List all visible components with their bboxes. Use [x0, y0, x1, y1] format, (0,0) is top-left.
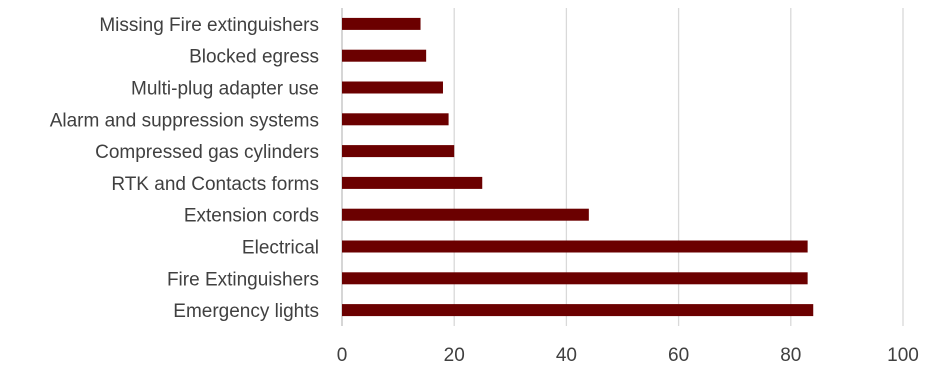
- bar: [342, 145, 455, 158]
- category-label: Fire Extinguishers: [167, 269, 319, 290]
- category-labels: Missing Fire extinguishers Blocked egress…: [50, 15, 319, 322]
- bars: [342, 17, 814, 317]
- x-tick-label: 80: [780, 345, 801, 366]
- x-tick-label: 0: [337, 345, 348, 366]
- x-tick-labels: 0 20 40 60 80 100: [337, 345, 919, 366]
- bar: [342, 81, 443, 94]
- category-label: Alarm and suppression systems: [50, 110, 319, 131]
- x-tick-label: 60: [668, 345, 689, 366]
- category-label: Blocked egress: [189, 47, 319, 68]
- category-label: Compressed gas cylinders: [95, 142, 319, 163]
- bar: [342, 304, 814, 317]
- bar: [342, 113, 449, 126]
- bar: [342, 208, 589, 221]
- bar: [342, 49, 427, 62]
- bar: [342, 240, 808, 253]
- category-label: Electrical: [242, 238, 319, 259]
- x-tick-label: 20: [444, 345, 465, 366]
- bar: [342, 176, 483, 189]
- category-label: Extension cords: [184, 206, 319, 227]
- bar: [342, 272, 808, 285]
- category-label: Multi-plug adapter use: [131, 79, 319, 100]
- x-tick-label: 100: [887, 345, 919, 366]
- category-label: RTK and Contacts forms: [111, 174, 319, 195]
- category-label: Missing Fire extinguishers: [99, 15, 319, 36]
- bar: [342, 17, 421, 30]
- category-label: Emergency lights: [173, 301, 319, 322]
- x-tick-label: 40: [556, 345, 577, 366]
